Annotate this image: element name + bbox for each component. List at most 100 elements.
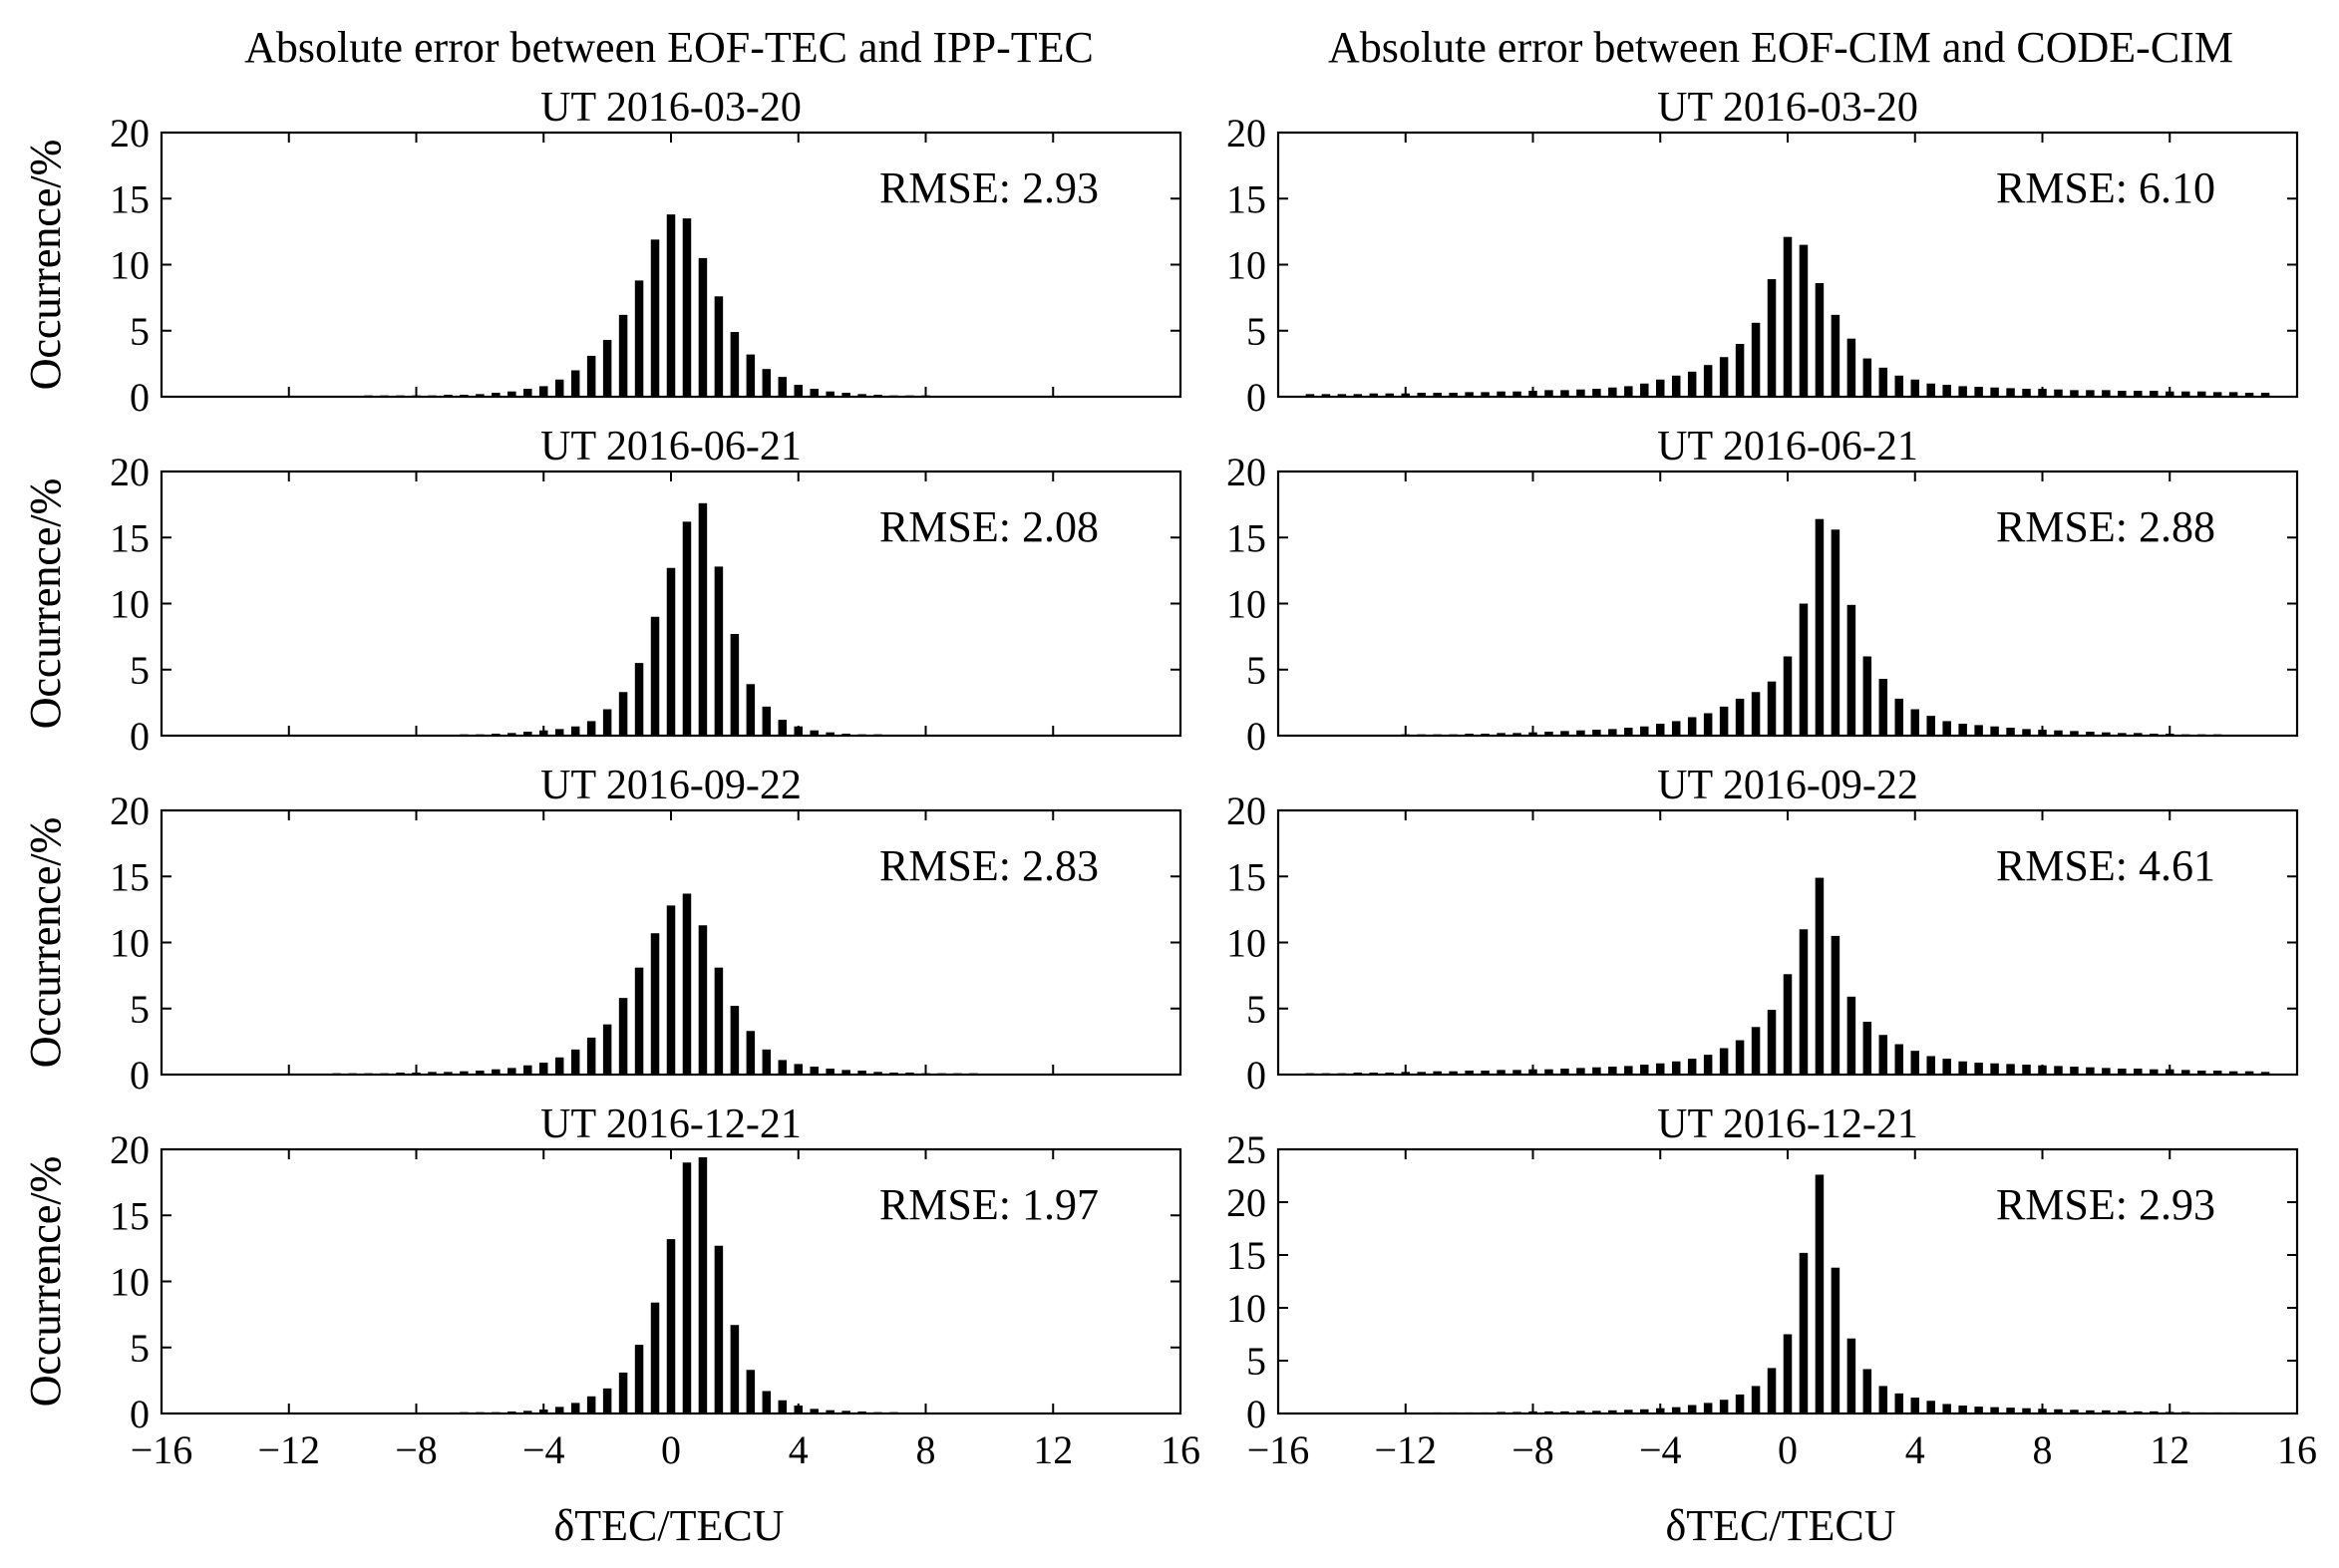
y-tick-label: 10 [1226, 921, 1266, 966]
bar [1815, 1174, 1825, 1413]
bar [1624, 728, 1633, 736]
bar [1767, 279, 1777, 397]
x-tick-label: 16 [2277, 1427, 2317, 1472]
bar [2118, 733, 2127, 736]
bar [618, 692, 628, 736]
bar [618, 998, 628, 1075]
bar [1608, 1067, 1617, 1075]
bar [523, 1065, 532, 1075]
bar [1735, 1394, 1745, 1413]
bar [810, 1067, 819, 1075]
bar [1433, 1071, 1442, 1075]
bar [2196, 391, 2206, 397]
bar [1703, 1403, 1713, 1413]
bar [2244, 393, 2254, 397]
bar [570, 1049, 580, 1075]
bar [1910, 709, 1919, 736]
rmse-annotation: RMSE: 1.97 [879, 1180, 1099, 1229]
bar [1608, 729, 1617, 737]
panel-7: UT 2016-12-21 Occurrence/% 0 5 10 15 20 −16 −12 −… [21, 1101, 1200, 1472]
bar [1687, 717, 1697, 736]
bar [2054, 1409, 2063, 1413]
bar [746, 354, 756, 397]
bar [1751, 692, 1761, 736]
bar [1671, 721, 1681, 736]
panel-title: UT 2016-12-21 [1657, 1101, 1918, 1147]
bar [2022, 1408, 2031, 1413]
bar [1687, 371, 1697, 397]
bar [1449, 393, 1458, 397]
y-tick-label: 10 [110, 243, 150, 288]
panel-2: UT 2016-03-20 Occurrence/% 0 5 10 15 20 RMSE: 6… [21, 85, 2299, 420]
bar [1831, 314, 1840, 397]
bar [841, 1411, 850, 1413]
bar [682, 218, 692, 398]
y-tick-label: 5 [130, 309, 150, 354]
bar [2086, 732, 2095, 736]
bar [1497, 733, 1505, 736]
panel-title: UT 2016-03-20 [1657, 85, 1918, 131]
bar [841, 393, 850, 397]
bar [2006, 388, 2015, 397]
bar [2228, 392, 2238, 397]
bar [1592, 1067, 1601, 1075]
bar [666, 214, 676, 397]
x-tick-label: −16 [131, 1427, 193, 1472]
y-tick-label: 20 [1226, 450, 1266, 494]
bar [1942, 721, 1951, 736]
bar [1465, 1071, 1474, 1075]
bar [1815, 877, 1825, 1075]
x-tick-label: −12 [257, 1427, 320, 1472]
bar [2134, 391, 2143, 397]
rmse-annotation: RMSE: 2.93 [1996, 1180, 2215, 1229]
bar [1592, 730, 1601, 736]
bar [682, 893, 692, 1075]
bar [698, 1156, 708, 1413]
panel-title: UT 2016-09-22 [1657, 763, 1918, 808]
bar [778, 377, 788, 398]
bar [1353, 394, 1363, 397]
y-tick-label: 0 [1246, 714, 1266, 759]
bar [1608, 387, 1617, 397]
bar [1894, 375, 1904, 397]
x-tick-label: −12 [1374, 1427, 1437, 1472]
bar [826, 1069, 835, 1075]
bar [492, 393, 501, 397]
bar [826, 391, 835, 397]
bar [2180, 391, 2190, 397]
bar [1735, 698, 1745, 736]
bars [188, 893, 1154, 1076]
y-axis-label: Occurrence/% [21, 478, 70, 730]
bar [554, 1407, 564, 1414]
bar [1926, 716, 1935, 737]
bar [1815, 283, 1825, 397]
y-axis-label: Occurrence/% [21, 1156, 70, 1408]
y-tick-label: 0 [1246, 1053, 1266, 1098]
bar [586, 721, 596, 736]
x-tick-label: 0 [1778, 1427, 1798, 1472]
bar [1799, 244, 1809, 398]
panel-title: UT 2016-09-22 [540, 763, 802, 808]
bar [586, 1037, 596, 1075]
bar [1497, 1070, 1505, 1075]
bar [857, 1071, 866, 1075]
bar [1958, 724, 1967, 736]
bar [2070, 731, 2079, 736]
y-tick-label: 20 [110, 111, 150, 156]
bar [2054, 730, 2063, 736]
bar [1974, 1063, 1983, 1075]
bar [1687, 1059, 1697, 1075]
bar [666, 905, 676, 1075]
bar [746, 1031, 756, 1075]
bar [1497, 391, 1505, 397]
bar [2022, 389, 2031, 397]
bar [1624, 386, 1633, 397]
x-tick-label: −8 [1511, 1427, 1554, 1472]
bar [1385, 393, 1395, 397]
bar [1767, 1368, 1777, 1413]
bar [1719, 706, 1729, 736]
panel-5: UT 2016-09-22 Occurrence/% 0 5 10 15 20 RMSE: 2… [21, 763, 1182, 1098]
bar [1512, 733, 1521, 736]
bar [857, 394, 866, 397]
